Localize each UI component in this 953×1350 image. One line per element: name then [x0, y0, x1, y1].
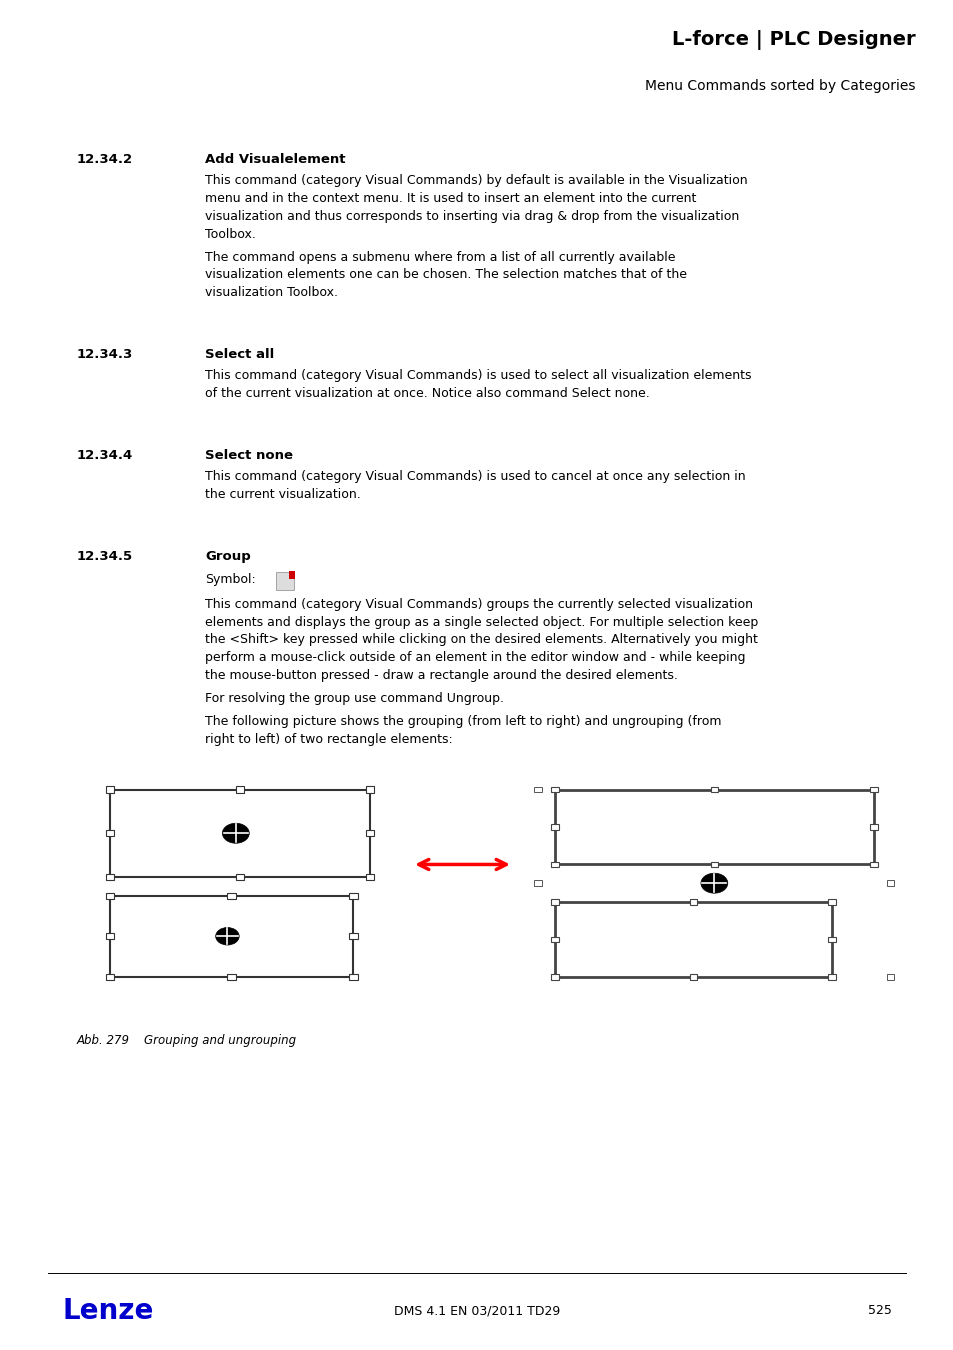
Text: This command (category Visual Commands) by default is available in the Visualiza: This command (category Visual Commands) … — [205, 174, 747, 188]
Bar — [106, 933, 114, 940]
Bar — [551, 825, 558, 830]
Bar — [710, 861, 718, 867]
Text: L-force | PLC Designer: L-force | PLC Designer — [672, 30, 915, 50]
Bar — [235, 787, 244, 792]
Text: 12.34.3: 12.34.3 — [76, 348, 132, 360]
Bar — [227, 973, 235, 980]
Bar — [886, 880, 894, 886]
Text: visualization Toolbox.: visualization Toolbox. — [205, 286, 337, 300]
Text: 12.34.5: 12.34.5 — [76, 549, 132, 563]
Bar — [110, 790, 370, 878]
Bar — [106, 892, 114, 899]
Bar — [551, 861, 558, 867]
Text: The command opens a submenu where from a list of all currently available: The command opens a submenu where from a… — [205, 251, 675, 263]
Bar — [106, 830, 114, 837]
Text: 525: 525 — [867, 1304, 891, 1318]
FancyBboxPatch shape — [275, 572, 294, 590]
Bar — [869, 825, 877, 830]
Text: the current visualization.: the current visualization. — [205, 489, 360, 501]
Text: For resolving the group use command Ungroup.: For resolving the group use command Ungr… — [205, 693, 503, 705]
Circle shape — [222, 824, 249, 844]
Text: Lenze: Lenze — [62, 1296, 153, 1324]
Bar — [366, 873, 374, 880]
Bar — [235, 873, 244, 880]
Bar — [689, 899, 697, 904]
Text: This command (category Visual Commands) groups the currently selected visualizat: This command (category Visual Commands) … — [205, 598, 752, 612]
Bar — [551, 975, 558, 980]
Text: This command (category Visual Commands) is used to select all visualization elem: This command (category Visual Commands) … — [205, 370, 751, 382]
Text: Select none: Select none — [205, 450, 293, 462]
Bar — [106, 873, 114, 880]
Text: The following picture shows the grouping (from left to right) and ungrouping (fr: The following picture shows the grouping… — [205, 716, 720, 728]
Bar — [886, 975, 894, 980]
Bar — [366, 830, 374, 837]
Text: right to left) of two rectangle elements:: right to left) of two rectangle elements… — [205, 733, 453, 745]
Text: Symbol:: Symbol: — [205, 574, 255, 586]
Circle shape — [700, 873, 727, 894]
Text: perform a mouse-click outside of an element in the editor window and - while kee: perform a mouse-click outside of an elem… — [205, 651, 744, 664]
Bar — [827, 937, 835, 942]
Text: visualization and thus corresponds to inserting via drag & drop from the visuali: visualization and thus corresponds to in… — [205, 209, 739, 223]
Text: the <Shift> key pressed while clicking on the desired elements. Alternatively yo: the <Shift> key pressed while clicking o… — [205, 633, 757, 647]
Bar — [551, 899, 558, 904]
Bar — [869, 787, 877, 792]
Bar — [366, 787, 374, 792]
Bar — [827, 975, 835, 980]
Text: DMS 4.1 EN 03/2011 TD29: DMS 4.1 EN 03/2011 TD29 — [394, 1304, 559, 1318]
Bar — [555, 902, 831, 977]
Bar — [551, 787, 558, 792]
Bar — [106, 973, 114, 980]
Text: Abb. 279    Grouping and ungrouping: Abb. 279 Grouping and ungrouping — [76, 1034, 296, 1048]
Text: menu and in the context menu. It is used to insert an element into the current: menu and in the context menu. It is used… — [205, 192, 696, 205]
Bar — [555, 790, 873, 864]
Bar — [534, 880, 541, 886]
Text: Add Visualelement: Add Visualelement — [205, 153, 345, 166]
Text: Group: Group — [205, 549, 251, 563]
Bar — [689, 975, 697, 980]
Bar — [551, 937, 558, 942]
Text: Select all: Select all — [205, 348, 274, 360]
Bar — [110, 895, 353, 977]
Text: Toolbox.: Toolbox. — [205, 228, 255, 240]
Bar — [227, 892, 235, 899]
Bar — [869, 861, 877, 867]
Bar — [349, 973, 357, 980]
Text: 12.34.4: 12.34.4 — [76, 450, 132, 462]
Bar — [106, 787, 114, 792]
Text: Menu Commands sorted by Categories: Menu Commands sorted by Categories — [644, 80, 915, 93]
FancyBboxPatch shape — [289, 571, 294, 579]
Text: elements and displays the group as a single selected object. For multiple select: elements and displays the group as a sin… — [205, 616, 758, 629]
Bar — [349, 892, 357, 899]
Text: This command (category Visual Commands) is used to cancel at once any selection : This command (category Visual Commands) … — [205, 470, 745, 483]
Text: visualization elements one can be chosen. The selection matches that of the: visualization elements one can be chosen… — [205, 269, 686, 281]
Circle shape — [215, 927, 239, 945]
Bar — [827, 899, 835, 904]
Text: the mouse-button pressed - draw a rectangle around the desired elements.: the mouse-button pressed - draw a rectan… — [205, 668, 678, 682]
Text: 12.34.2: 12.34.2 — [76, 153, 132, 166]
Bar — [349, 933, 357, 940]
Bar — [710, 787, 718, 792]
Text: of the current visualization at once. Notice also command Select none.: of the current visualization at once. No… — [205, 387, 649, 400]
Bar — [534, 787, 541, 792]
